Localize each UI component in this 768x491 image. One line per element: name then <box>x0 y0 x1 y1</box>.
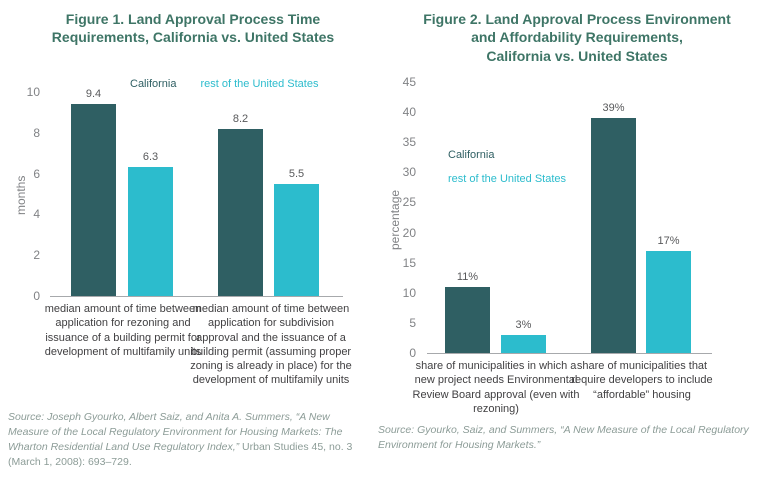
figure-1-title: Figure 1. Land Approval Process Time Req… <box>51 11 335 46</box>
figure-1-ytick-6: 6 <box>33 167 40 181</box>
figure-2-ytick-15: 15 <box>402 256 416 270</box>
figure-1-legend-california: California <box>130 78 177 90</box>
figure-1-ytick-0: 0 <box>33 289 40 303</box>
figure-2-value-label-california-1: 11% <box>456 271 479 283</box>
figure-1-bar-rest-of-the-united-states-2 <box>274 184 319 296</box>
figure-1-legend-rest-us: rest of the United States <box>200 78 319 90</box>
figure-1-value-label-california-1: 9.4 <box>85 88 102 100</box>
figure-2-x-axis-line <box>427 353 712 354</box>
figure-1-value-label-california-2: 8.2 <box>232 113 249 125</box>
figure-2-ytick-25: 25 <box>402 195 416 209</box>
figure-2-ytick-35: 35 <box>402 135 416 149</box>
figure-2-bar-california-1 <box>445 287 490 353</box>
figure-1-category-2-label: median amount of time between applicatio… <box>190 303 352 387</box>
figure-1-bar-california-2 <box>218 129 263 296</box>
figure-2-value-label-rest-of-the-united-states-1: 3% <box>515 319 532 331</box>
figure-2-ytick-0: 0 <box>409 346 416 360</box>
figure-2-ytick-30: 30 <box>402 165 416 179</box>
figure-2-ytick-10: 10 <box>402 286 416 300</box>
figure-2-title: Figure 2. Land Approval Process Environm… <box>423 11 731 64</box>
figure-2-category-1-label: share of municipalities in which a new p… <box>412 360 580 415</box>
figure-2-legend-rest-us: rest of the United States <box>448 173 567 185</box>
figure-1-legend: California rest of the United States <box>130 78 318 90</box>
figure-2-ytick-5: 5 <box>409 316 416 330</box>
figure-2-bar-california-2 <box>591 118 636 353</box>
figure-1-source-journal: Urban Studies 45, no. 3 (March 1, 2008):… <box>8 440 353 468</box>
figure-1-source-note: Source: Joseph Gyourko, Albert Saiz, and… <box>8 410 372 470</box>
figure-1-ytick-10: 10 <box>26 85 40 99</box>
figure-2-legend-california: California <box>448 149 495 161</box>
figure-1-x-axis-line <box>50 296 343 297</box>
figure-2-bar-rest-of-the-united-states-2 <box>646 251 691 353</box>
figure-2-source-note: Source: Gyourko, Saiz, and Summers, “A N… <box>378 423 760 453</box>
figure-1-ytick-8: 8 <box>33 126 40 140</box>
figure-2-category-2-label: share of municipalities that require dev… <box>571 360 713 401</box>
figure-1-value-label-rest-of-the-united-states-1: 6.3 <box>142 151 159 163</box>
figure-2-source-citation: Source: Gyourko, Saiz, and Summers, “A N… <box>378 424 749 451</box>
figure-2-ytick-45: 45 <box>402 75 416 89</box>
figure-1-bar-rest-of-the-united-states-1 <box>128 167 173 296</box>
figure-2-bar-rest-of-the-united-states-1 <box>501 335 546 353</box>
figure-1-value-label-rest-of-the-united-states-2: 5.5 <box>288 168 305 180</box>
figure-1-ytick-2: 2 <box>33 248 40 262</box>
figure-1-bar-california-1 <box>71 104 116 296</box>
figure-1-category-1-label: median amount of time between applicatio… <box>44 303 202 358</box>
figure-2-value-label-rest-of-the-united-states-2: 17% <box>657 235 680 247</box>
figure-2-ytick-40: 40 <box>402 105 416 119</box>
figure-2-ytick-20: 20 <box>402 226 416 240</box>
figure-1-ytick-4: 4 <box>33 207 40 221</box>
figure-2-value-label-california-2: 39% <box>602 102 625 114</box>
figure-1-source-citation: Source: Joseph Gyourko, Albert Saiz, and… <box>8 411 343 453</box>
